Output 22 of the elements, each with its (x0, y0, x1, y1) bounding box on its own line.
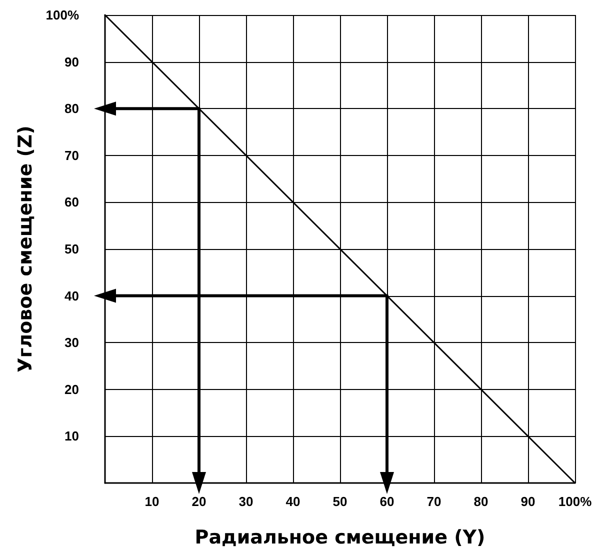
y-tick-label: 70 (64, 148, 79, 163)
y-axis-title: Угловое смещение (Z) (14, 126, 36, 372)
y-tick-label: 10 (64, 428, 79, 444)
x-tick-label: 30 (238, 494, 254, 509)
y-tick-label: 30 (64, 335, 79, 350)
x-tick-label: 20 (192, 494, 206, 509)
x-tick-label: 50 (332, 494, 348, 509)
y-tick-label: 50 (64, 242, 79, 256)
x-tick-label: 60 (380, 494, 394, 509)
y-tick-label: 20 (64, 382, 79, 397)
x-tick-label: 80 (474, 494, 488, 509)
x-tick-label: 70 (426, 494, 442, 509)
x-tick-label: 40 (286, 494, 300, 509)
x-axis-title: Радиальное смещение (Y) (194, 526, 486, 548)
y-tick-label: 40 (64, 288, 79, 304)
y-tick-label: 100% (46, 8, 80, 22)
x-tick-label: 100% (558, 494, 592, 509)
y-tick-label: 80 (64, 101, 79, 116)
x-tick-label: 10 (144, 494, 160, 509)
y-tick-label: 60 (64, 194, 79, 210)
y-tick-label: 90 (64, 54, 79, 70)
x-tick-label: 90 (520, 494, 536, 509)
